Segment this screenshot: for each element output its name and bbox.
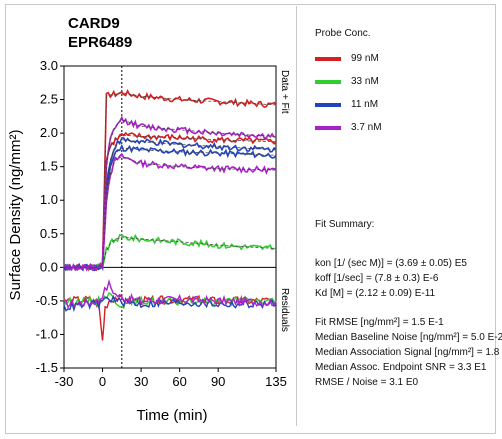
x-tick-label: 135 [265,374,287,389]
y-tick-label: 1.5 [40,159,58,174]
legend-swatch [315,125,341,130]
legend-label: 33 nM [351,76,379,87]
x-tick-label: -30 [55,374,74,389]
legend-item: 3.7 nM [315,116,491,139]
residual-trace [63,278,277,310]
y-tick-label: 1.0 [40,192,58,207]
data-fit-panel-label: Data + Fit [279,70,290,114]
legend-title: Probe Conc. [315,28,371,39]
fit-line [64,92,277,268]
fit-rmse: Fit RMSE [ng/mm²] = 1.5 E-1 [315,317,444,328]
x-tick-label: 90 [211,374,225,389]
x-axis-label: Time (min) [136,407,207,424]
data-trace [63,152,277,272]
y-tick-label: -0.5 [36,293,58,308]
y-tick-label: 3.0 [40,58,58,73]
koff-value: koff [1/sec] = (7.8 ± 0.3) E-6 [315,273,439,284]
y-tick-label: 2.5 [40,92,58,107]
kon-value: kon [1/ (sec M)] = (3.69 ± 0.05) E5 [315,258,467,269]
legend-label: 3.7 nM [351,122,382,133]
fit-line [64,156,277,268]
y-axis-label: Surface Density (ng/mm²) [7,130,24,301]
association-signal: Median Association Signal [ng/mm²] = 1.8… [315,347,502,358]
legend-item: 11 nM [315,93,491,116]
fit-line [64,134,277,268]
figure-frame [5,4,496,434]
legend-swatch [315,79,341,84]
data-trace [63,233,276,271]
kd-value: Kd [M] = (2.12 ± 0.09) E-11 [315,288,436,299]
legend-swatch [315,56,341,61]
legend-panel: Probe Conc. 99 nM 33 nM 11 nM 3.7 nM Fit Su… [296,6,502,426]
data-trace [63,137,277,272]
legend-label: 11 nM [351,99,379,110]
data-trace [63,143,277,272]
x-tick-label: 30 [134,374,148,389]
chart-title-line-1: CARD9 [68,15,120,32]
data-trace [63,115,277,272]
legend-item: 99 nM [315,47,491,70]
y-tick-label: 0.5 [40,226,58,241]
x-tick-label: 0 [99,374,106,389]
y-tick-label: -1.5 [36,360,58,375]
y-tick-label: 2.0 [40,125,58,140]
plot-frame [63,65,277,369]
residual-trace [63,294,277,313]
legend-label: 99 nM [351,53,379,64]
fit-summary-title: Fit Summary: [315,219,375,230]
rmse-noise: RMSE / Noise = 3.1 E0 [315,377,419,388]
y-tick-label: 0.0 [40,259,58,274]
legend-item: 33 nM [315,70,491,93]
legend-swatch [315,102,341,107]
legend-items: 99 nM 33 nM 11 nM 3.7 nM [315,47,491,139]
chart-title-line-2: EPR6489 [68,34,132,51]
y-tick-label: -1.0 [36,326,58,341]
fit-line [64,139,277,268]
kinetics-chart: CARD9 EPR6489 -1.5 -1.0 -0.5 0.0 0.5 1.0 1.5 2.… [7,15,290,424]
baseline-noise: Median Baseline Noise [ng/mm²] = 5.0 E-2 [315,332,502,343]
x-tick-label: 60 [172,374,186,389]
endpoint-snr: Median Assoc. Endpoint SNR = 3.3 E1 [315,362,487,373]
residuals-panel-label: Residuals [279,288,290,332]
